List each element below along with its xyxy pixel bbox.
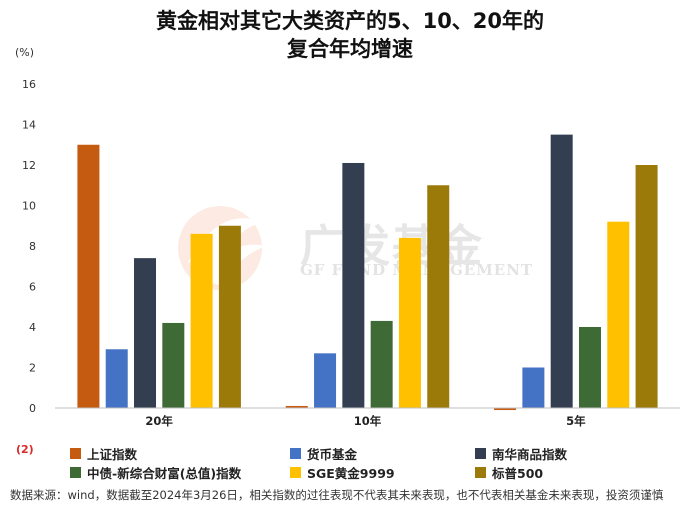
bar bbox=[314, 353, 337, 408]
bar bbox=[105, 349, 128, 408]
legend-swatch bbox=[70, 467, 81, 478]
bar bbox=[134, 258, 157, 408]
legend-swatch bbox=[70, 448, 81, 459]
bar bbox=[162, 322, 185, 408]
bar bbox=[550, 134, 573, 408]
legend-label: 货币基金 bbox=[307, 447, 358, 462]
bar bbox=[398, 237, 421, 408]
y-tick-label: 2 bbox=[29, 362, 36, 375]
legend-label: 上证指数 bbox=[87, 447, 138, 462]
bar bbox=[370, 320, 393, 408]
bar bbox=[190, 233, 213, 408]
legend-label: 南华商品指数 bbox=[492, 447, 568, 462]
y-tick-label: 12 bbox=[22, 159, 36, 172]
chart-title-line-2: 复合年均增速 bbox=[287, 37, 413, 61]
y-tick-label: 4 bbox=[29, 321, 36, 334]
bar bbox=[494, 408, 517, 411]
legend-label: 中债-新综合财富(总值)指数 bbox=[87, 466, 242, 481]
bar bbox=[635, 165, 658, 408]
legend-item: 南华商品指数 bbox=[475, 444, 567, 463]
y-tick-label: 6 bbox=[29, 281, 36, 294]
bar bbox=[522, 367, 545, 408]
legend-item: SGE黄金9999 bbox=[290, 463, 395, 482]
y-tick-label: 8 bbox=[29, 240, 36, 253]
bar bbox=[285, 405, 308, 408]
source-footnote: 数据来源：wind，数据截至2024年3月26日，相关指数的过往表现不代表其未来… bbox=[10, 488, 664, 502]
legend-swatch bbox=[475, 467, 486, 478]
legend-item: 上证指数 bbox=[70, 444, 137, 463]
y-tick-label: 16 bbox=[22, 78, 36, 91]
bar bbox=[578, 327, 601, 408]
bar bbox=[342, 162, 365, 408]
bar bbox=[218, 225, 241, 408]
legend-item: 标普500 bbox=[475, 463, 543, 482]
bar bbox=[77, 144, 100, 408]
legend-swatch bbox=[290, 448, 301, 459]
chart-title-line-1: 黄金相对其它大类资产的5、10、20年的 bbox=[155, 9, 545, 33]
y-axis-negative-marker: (2) bbox=[16, 443, 34, 456]
legend-label: SGE黄金9999 bbox=[307, 466, 395, 481]
y-tick-label: 14 bbox=[22, 119, 36, 132]
legend-swatch bbox=[290, 467, 301, 478]
x-tick-label: 20年 bbox=[145, 414, 173, 428]
legend-swatch bbox=[475, 448, 486, 459]
x-tick-label: 10年 bbox=[354, 414, 382, 428]
y-tick-label: 0 bbox=[29, 402, 36, 415]
watermark-logo-text: 广发基金 bbox=[300, 221, 484, 272]
y-axis-unit-label: (%) bbox=[15, 46, 34, 59]
bar bbox=[607, 221, 630, 408]
x-tick-label: 5年 bbox=[566, 414, 586, 428]
legend-item: 中债-新综合财富(总值)指数 bbox=[70, 463, 241, 482]
legend-label: 标普500 bbox=[492, 466, 544, 481]
bar bbox=[427, 185, 450, 408]
legend-item: 货币基金 bbox=[290, 444, 357, 463]
y-tick-label: 10 bbox=[22, 200, 36, 213]
